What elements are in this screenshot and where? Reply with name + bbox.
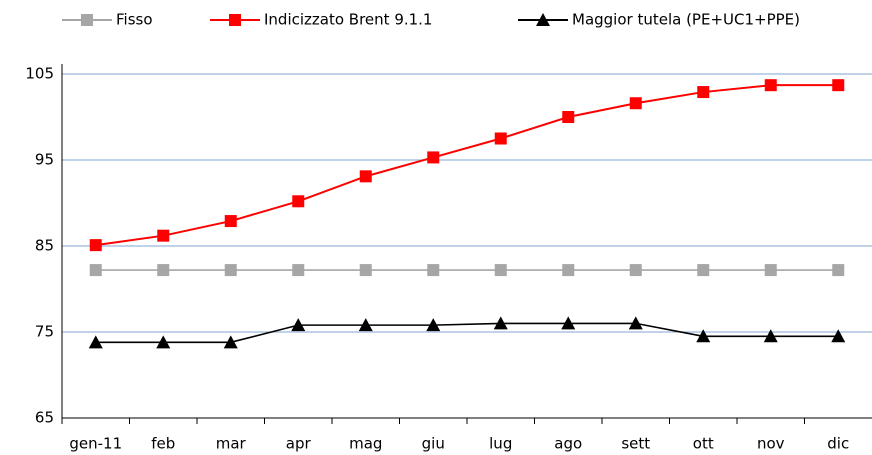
marker [764, 79, 777, 92]
marker [629, 264, 642, 277]
legend-marker [229, 14, 241, 26]
marker [764, 264, 777, 277]
x-tick-label: ott [693, 435, 714, 453]
marker [156, 335, 171, 349]
marker [359, 170, 372, 183]
legend-label: Maggior tutela (PE+UC1+PPE) [572, 11, 800, 29]
marker [157, 264, 170, 277]
marker [427, 264, 440, 277]
marker [832, 79, 845, 92]
marker [494, 132, 507, 145]
y-tick-label: 95 [35, 151, 54, 169]
marker [494, 264, 507, 277]
marker [291, 318, 306, 332]
marker [224, 264, 237, 277]
marker [763, 329, 778, 343]
x-tick-label: sett [621, 435, 650, 453]
marker [562, 111, 575, 123]
x-tick-label: giu [422, 435, 445, 453]
marker [223, 335, 238, 349]
marker [89, 239, 102, 252]
x-tick-label: gen-11 [69, 435, 122, 453]
marker [359, 264, 372, 277]
marker [89, 264, 102, 277]
marker [562, 264, 575, 277]
marker [157, 229, 170, 242]
marker [561, 316, 576, 330]
marker [88, 335, 103, 349]
marker [427, 151, 440, 164]
x-tick-label: mag [349, 435, 382, 453]
y-tick-label: 65 [35, 409, 54, 427]
x-tick-label: feb [151, 435, 175, 453]
x-tick-label: apr [286, 435, 312, 453]
legend-marker [81, 14, 93, 26]
marker [628, 316, 643, 330]
x-tick-label: mar [216, 435, 247, 453]
x-tick-label: nov [757, 435, 785, 453]
legend-label: Fisso [116, 11, 153, 29]
marker [697, 264, 710, 277]
line [95, 84, 839, 247]
legend-marker [536, 13, 550, 26]
marker [832, 264, 845, 277]
marker [292, 264, 305, 277]
marker [292, 195, 305, 208]
marker [629, 97, 642, 110]
y-tick-label: 75 [35, 323, 54, 341]
marker [696, 329, 711, 343]
marker [697, 86, 710, 99]
legend-label: Indicizzato Brent 9.1.1 [264, 11, 432, 29]
marker [493, 316, 508, 330]
marker [224, 215, 237, 228]
line [95, 322, 839, 344]
x-tick-label: dic [827, 435, 849, 453]
x-tick-label: ago [554, 435, 582, 453]
marker [831, 329, 846, 343]
y-tick-label: 105 [25, 65, 54, 83]
marker [358, 318, 373, 332]
x-tick-label: lug [489, 435, 512, 453]
y-tick-label: 85 [35, 237, 54, 255]
marker [426, 318, 441, 332]
